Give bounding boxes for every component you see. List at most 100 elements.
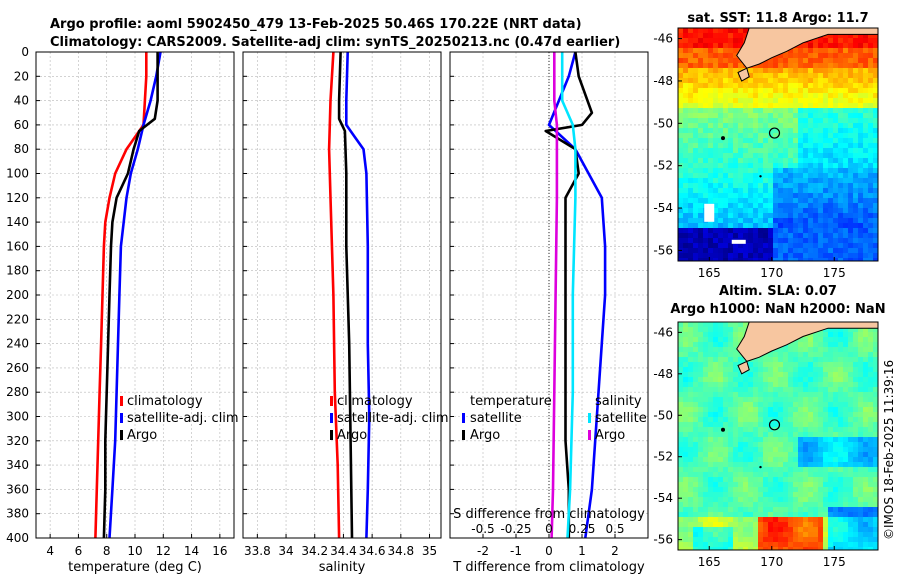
map-cell [778, 427, 784, 433]
map-cell [818, 43, 824, 49]
map-cell [768, 482, 774, 488]
map-cell [688, 412, 694, 418]
sal-legend-label-satellite-adj: satellite-adj. clim [337, 411, 449, 426]
map-cell [858, 208, 864, 214]
map-cell [788, 377, 794, 383]
map-cell [853, 88, 859, 94]
map-cell [713, 218, 719, 224]
map-cell [708, 522, 714, 528]
map-cell [733, 442, 739, 448]
map-cell [763, 128, 769, 134]
map-cell [708, 502, 714, 508]
map-cell [838, 118, 844, 124]
map-cell [768, 223, 774, 229]
map-cell [873, 183, 878, 189]
map-cell [728, 347, 734, 353]
map-cell [753, 258, 759, 261]
map-cell [753, 497, 759, 503]
map-cell [683, 153, 689, 159]
map-cell [713, 33, 719, 39]
map-cell [823, 168, 829, 174]
map-cell [828, 218, 834, 224]
series-line-climatology [327, 51, 341, 539]
map-cell [703, 83, 709, 89]
map-cell [793, 118, 799, 124]
map-cell [728, 38, 734, 44]
map-cell [713, 337, 719, 343]
map-cell [843, 477, 849, 483]
map-cell [728, 133, 734, 139]
map-cell [743, 452, 749, 458]
map-cell [803, 397, 809, 403]
map-cell [858, 33, 864, 39]
map-cell [848, 143, 854, 149]
map-cell [823, 372, 829, 378]
map-cell [833, 48, 839, 54]
map-cell [753, 527, 759, 533]
map-cell [818, 53, 824, 59]
map-cell [678, 218, 684, 224]
map-cell [828, 173, 834, 179]
map-cell [693, 487, 699, 493]
map-cell [778, 437, 784, 443]
map-cell [833, 472, 839, 478]
map-cell [863, 542, 869, 548]
map-cell [808, 73, 814, 79]
map-cell [738, 482, 744, 488]
map-cell [818, 437, 824, 443]
map-cell [818, 218, 824, 224]
map-cell [798, 108, 804, 114]
map-cell [738, 243, 744, 249]
map-cell [843, 372, 849, 378]
map-cell [813, 462, 819, 468]
map-cell [823, 188, 829, 194]
map-cell [798, 357, 804, 363]
map-cell [773, 163, 779, 169]
map-cell [708, 63, 714, 69]
map-cell [703, 367, 709, 373]
map-cell [703, 427, 709, 433]
map-cell [758, 392, 764, 398]
map-cell [683, 73, 689, 79]
map-cell [843, 38, 849, 44]
map-cell [703, 63, 709, 69]
map-cell [798, 193, 804, 199]
map-cell [693, 153, 699, 159]
map-cell [728, 153, 734, 159]
map-cell [858, 402, 864, 408]
map-cell [783, 233, 789, 239]
map-cell [728, 168, 734, 174]
map-cell [848, 258, 854, 261]
map-cell [858, 412, 864, 418]
map-cell [738, 218, 744, 224]
map-cell [743, 437, 749, 443]
map-cell [818, 173, 824, 179]
map-cell [683, 327, 689, 333]
map-cell [698, 83, 704, 89]
map-cell [713, 502, 719, 508]
map-cell [793, 188, 799, 194]
map-cell [783, 407, 789, 413]
map-cell [868, 193, 874, 199]
map-cell [783, 108, 789, 114]
map-cell [778, 58, 784, 64]
map-cell [713, 103, 719, 109]
map-cell [718, 422, 724, 428]
map-cell [823, 128, 829, 134]
map-cell [713, 173, 719, 179]
map-cell [858, 422, 864, 428]
map-cell [758, 158, 764, 164]
map-cell [748, 492, 754, 498]
map-cell [768, 547, 774, 550]
map-cell [838, 63, 844, 69]
map-cell [778, 502, 784, 508]
map-cell [773, 467, 779, 473]
map-cell [798, 542, 804, 548]
map-cell [788, 387, 794, 393]
map-cell [723, 412, 729, 418]
map-cell [818, 372, 824, 378]
map-cell [688, 128, 694, 134]
map-cell [708, 163, 714, 169]
map-cell [798, 78, 804, 84]
map-cell [828, 472, 834, 478]
